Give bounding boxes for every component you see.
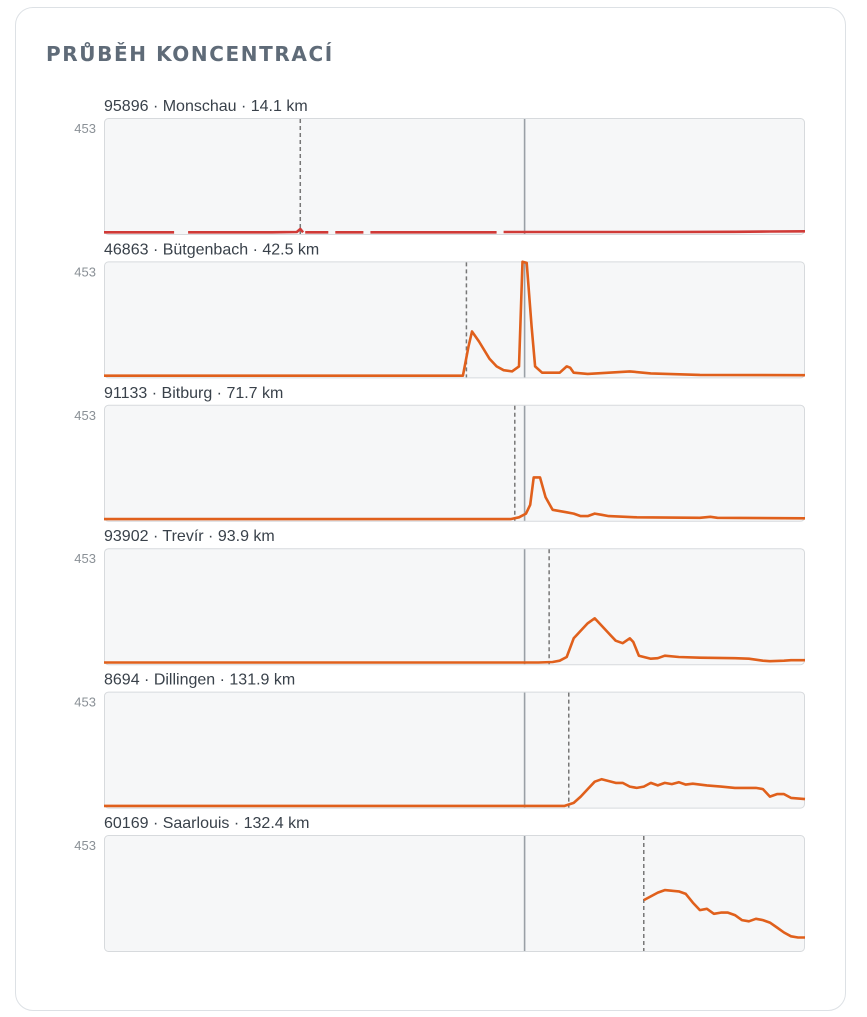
- series-line: [643, 888, 805, 939]
- chart-panel: [104, 835, 805, 952]
- chart-panel: [104, 404, 805, 522]
- chart-panel: [104, 548, 805, 666]
- station-label: 95896 · Monschau · 14.1 km: [104, 98, 308, 115]
- y-max-label: 453: [74, 264, 96, 279]
- station-label: 93902 · Trevír · 93.9 km: [104, 528, 275, 545]
- y-max-label: 453: [74, 408, 96, 423]
- series-line: [188, 227, 305, 234]
- station-label: 91133 · Bitburg · 71.7 km: [104, 385, 283, 402]
- series-line: [104, 616, 805, 664]
- series-line: [503, 230, 806, 234]
- series-line: [104, 476, 806, 521]
- card-title: PRŮBĚH KONCENTRACÍ: [46, 42, 334, 66]
- y-max-label: 453: [74, 121, 96, 136]
- y-max-label: 453: [74, 695, 96, 710]
- chart-panel: [104, 118, 805, 235]
- y-max-label: 453: [74, 838, 96, 853]
- chart-panel: [104, 261, 805, 379]
- series-line: [104, 260, 806, 378]
- y-max-label: 453: [74, 551, 96, 566]
- chart-panel: [104, 691, 805, 809]
- series-line: [104, 777, 806, 808]
- station-label: 46863 · Bütgenbach · 42.5 km: [104, 241, 319, 258]
- station-label: 60169 · Saarlouis · 132.4 km: [104, 815, 309, 832]
- station-label: 8694 · Dillingen · 131.9 km: [104, 672, 295, 689]
